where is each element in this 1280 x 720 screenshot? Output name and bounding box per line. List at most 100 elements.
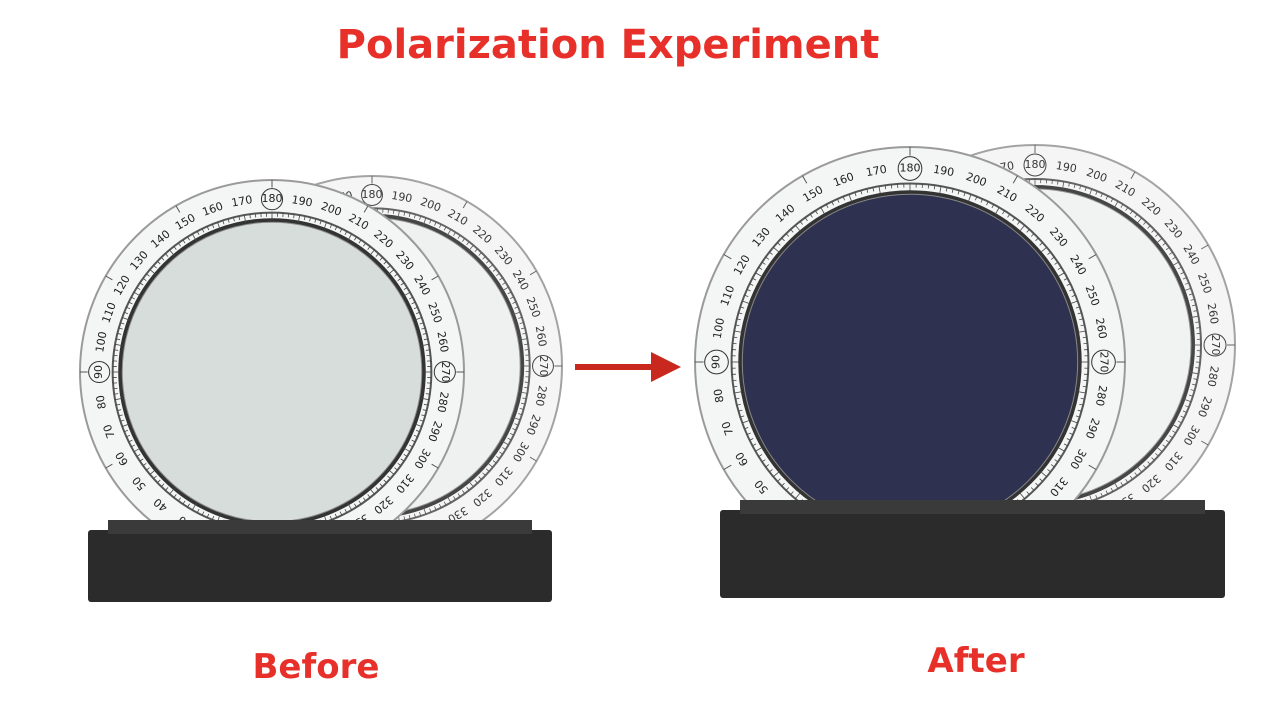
dial-tick <box>769 469 773 473</box>
dial-tick <box>379 257 383 261</box>
dial-tick <box>415 311 420 315</box>
dial-tick <box>1079 318 1084 321</box>
dial-tick <box>1026 491 1030 495</box>
dial-tick <box>443 501 447 506</box>
dial-tick <box>1057 267 1062 270</box>
dial-label: 180 <box>262 192 283 205</box>
dial-tick <box>492 460 497 464</box>
dial-tick <box>362 497 366 502</box>
dial-tick <box>994 207 1000 215</box>
dial-label: 270 <box>1098 352 1111 373</box>
dial-tick <box>746 432 751 435</box>
dial-tick <box>749 283 754 286</box>
dial-tick <box>1039 242 1043 246</box>
dial-tick <box>514 306 519 309</box>
dial-tick <box>126 434 131 438</box>
dial-tick <box>467 244 474 252</box>
dial-tick <box>734 391 743 394</box>
dial-tick <box>980 198 983 203</box>
dial-tick <box>146 467 150 471</box>
dial: 0102030405060708090100110120130140150160… <box>79 179 465 565</box>
dial-tick <box>400 458 405 462</box>
dial-tick <box>397 462 402 466</box>
dial-tick <box>414 317 422 321</box>
dial-tick <box>157 261 161 265</box>
dial-label: 190 <box>932 163 955 179</box>
dial-tick <box>522 397 527 400</box>
dial-tick <box>1057 454 1062 457</box>
dial-tick <box>394 273 398 277</box>
dial-tick <box>765 256 770 260</box>
dial-tick <box>1071 294 1076 298</box>
dial-tick <box>755 272 763 278</box>
dial-tick <box>165 487 169 491</box>
dial-tick <box>1143 465 1147 469</box>
dial-tick <box>1190 372 1199 375</box>
dial-label: 280 <box>1093 384 1109 407</box>
dial-tick <box>415 429 420 433</box>
dial-tick <box>1177 266 1182 270</box>
dial-tick <box>1019 492 1026 499</box>
dial-tick <box>872 187 875 192</box>
dial-tick <box>781 237 785 242</box>
dial-tick <box>804 217 808 222</box>
dial-tick <box>114 397 124 401</box>
dial-tick <box>1070 300 1078 305</box>
dial-tick <box>1143 221 1147 225</box>
dial-tick <box>773 246 780 253</box>
dial-tick <box>422 506 427 515</box>
dial-tick <box>499 451 503 455</box>
dial-tick <box>303 216 306 221</box>
dial-tick <box>233 217 235 222</box>
dial-tick <box>169 487 176 495</box>
dial-tick <box>187 503 191 508</box>
dial-tick <box>118 327 123 330</box>
dial-tick <box>423 403 428 406</box>
dial-tick <box>837 198 840 203</box>
dial-tick <box>1180 415 1185 419</box>
after-caption: After <box>927 641 1024 681</box>
dial-tick <box>1162 444 1167 448</box>
dial-tick <box>402 291 411 297</box>
dial-tick <box>243 214 247 224</box>
dial-tick <box>142 462 147 466</box>
dial-rim-tick <box>1088 254 1097 260</box>
dial-tick <box>1063 277 1068 281</box>
dial-tick <box>347 233 353 242</box>
dial-tick <box>1026 229 1030 233</box>
dial-tick <box>1151 229 1155 233</box>
dial-tick <box>1136 217 1143 225</box>
dial-tick <box>422 409 427 411</box>
dial-label: 270 <box>439 362 452 383</box>
dial-tick <box>116 338 121 341</box>
dial-tick <box>122 423 130 427</box>
dial-label: 170 <box>230 193 253 209</box>
dial-tick <box>752 277 757 281</box>
dial-tick <box>1113 481 1119 489</box>
dial-tick <box>414 423 422 427</box>
dial-rim-tick <box>723 464 732 470</box>
dial-tick <box>353 236 357 241</box>
dial-tick <box>1080 397 1085 400</box>
dial-rim-tick <box>462 201 468 209</box>
dial-tick <box>524 386 529 389</box>
wooden-base-top <box>740 500 1205 514</box>
dial-tick <box>1095 495 1098 500</box>
dial-tick <box>117 333 122 335</box>
dial-tick <box>1079 403 1084 406</box>
dial-label: 90 <box>92 365 105 379</box>
dial-tick <box>848 194 853 202</box>
wooden-base-top <box>108 520 532 534</box>
dial-tick <box>777 478 781 482</box>
dial-tick <box>419 322 424 325</box>
dial-tick <box>118 414 123 417</box>
dial-tick <box>1019 225 1026 232</box>
dial-tick <box>124 311 129 315</box>
dial-tick <box>509 296 514 299</box>
dial-tick <box>182 239 186 244</box>
dial-tick <box>842 196 846 201</box>
dial-tick <box>227 218 230 223</box>
dial-tick <box>1182 410 1187 413</box>
dial-tick <box>1039 478 1043 482</box>
dial-label-ring <box>1023 153 1047 177</box>
